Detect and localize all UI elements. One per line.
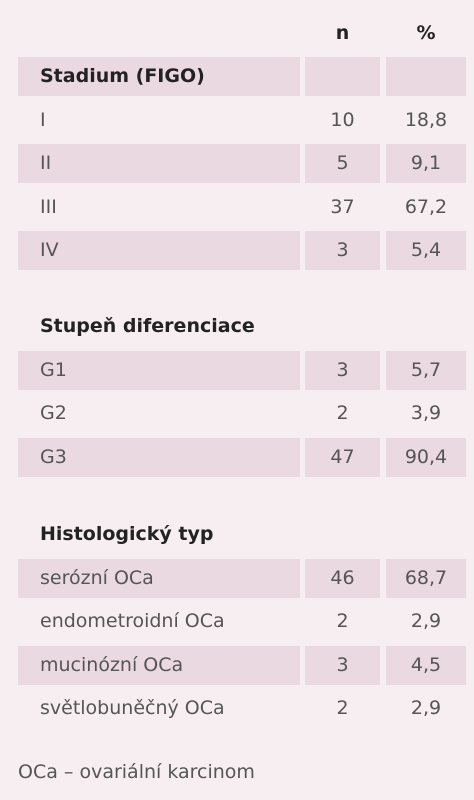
row-pct: 3,9 (410, 402, 442, 425)
empty-cell (386, 57, 466, 96)
row-label: G1 (18, 350, 300, 390)
row-label: IV (18, 231, 300, 271)
row-label: mucinózní OCa (18, 645, 300, 685)
row-label: G2 (40, 402, 67, 425)
section-title: Stadium (FIGO) (18, 57, 300, 96)
section-title: Stupeň diferenciace (40, 315, 255, 337)
row-pct: 68,7 (386, 558, 466, 598)
row-n: 3 (305, 350, 380, 390)
header-n: n (335, 22, 350, 44)
row-label: G3 (18, 437, 300, 477)
row-pct: 5,7 (386, 350, 466, 390)
row-n: 3 (305, 231, 380, 271)
row-pct: 4,5 (386, 645, 466, 685)
row-n: 2 (336, 697, 349, 720)
row-n: 10 (330, 108, 355, 131)
header-pct: % (416, 22, 436, 44)
row-n: 47 (305, 437, 380, 477)
row-label: III (40, 195, 57, 218)
row-n: 37 (330, 195, 355, 218)
row-n: 2 (336, 402, 349, 425)
row-pct: 90,4 (386, 437, 466, 477)
row-pct: 9,1 (386, 144, 466, 184)
footnote: OCa – ovariální karcinom (18, 761, 255, 783)
row-n: 2 (336, 610, 349, 633)
row-pct: 67,2 (404, 195, 448, 218)
row-n: 46 (305, 558, 380, 598)
row-pct: 18,8 (404, 108, 448, 131)
row-n: 3 (305, 645, 380, 685)
row-label: světlobuněčný OCa (40, 697, 225, 720)
row-label: I (40, 108, 46, 131)
row-label: endometroidní OCa (40, 610, 225, 633)
row-pct: 2,9 (410, 610, 442, 633)
row-pct: 5,4 (386, 231, 466, 271)
row-pct: 2,9 (410, 697, 442, 720)
row-n: 5 (305, 144, 380, 184)
section-title: Histologický typ (40, 523, 214, 545)
row-label: serózní OCa (18, 558, 300, 598)
empty-cell (305, 57, 380, 96)
row-label: II (18, 144, 300, 184)
